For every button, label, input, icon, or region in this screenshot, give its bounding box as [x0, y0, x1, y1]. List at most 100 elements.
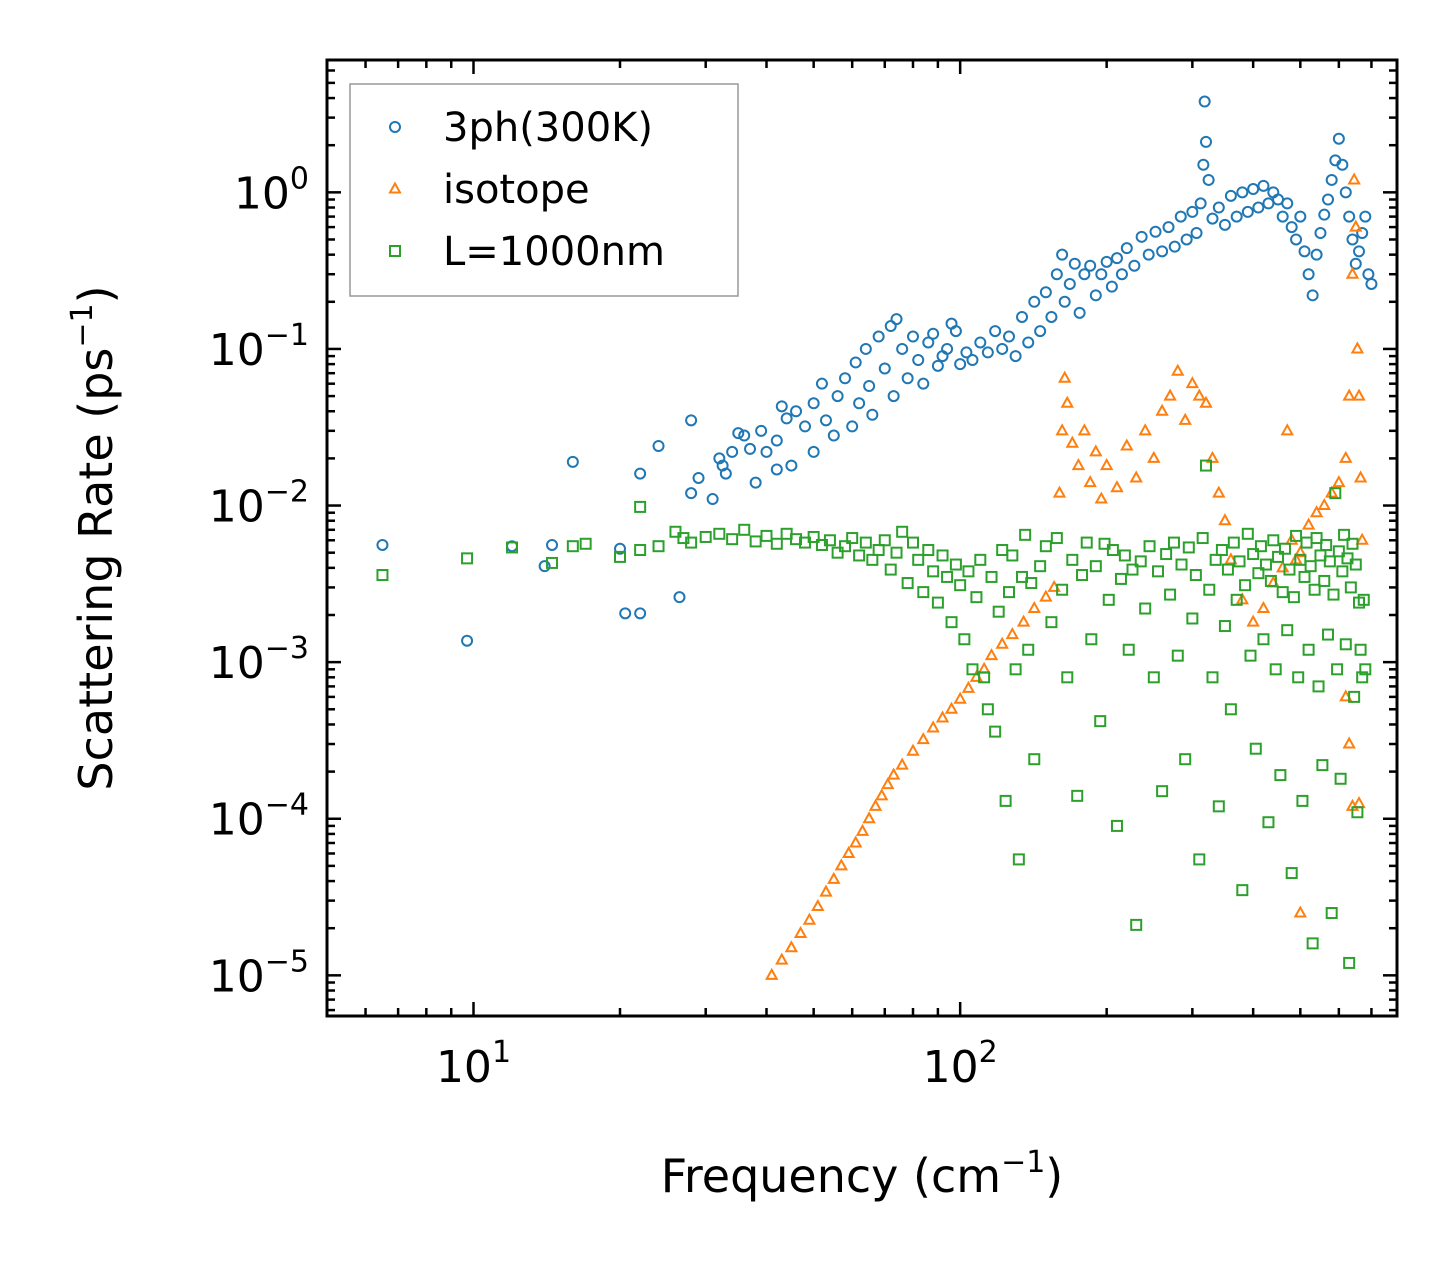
series-2-point — [1118, 549, 1131, 562]
series-2-point — [669, 525, 682, 538]
series-2-point — [936, 549, 949, 562]
series-0-point — [1356, 227, 1369, 240]
series-2-point — [1351, 806, 1364, 819]
series-0-point — [738, 429, 751, 442]
series-1-point — [1178, 412, 1192, 425]
series-1-point — [819, 884, 833, 897]
series-2-point — [1274, 769, 1287, 782]
series-1-point — [841, 845, 856, 858]
series-2-point — [770, 537, 783, 550]
legend-triangle-marker — [388, 181, 402, 194]
series-2-point — [1212, 800, 1225, 813]
series-2-point — [1233, 555, 1246, 568]
series-0-point — [853, 397, 866, 410]
series-2-point — [685, 536, 698, 549]
series-2-point — [1147, 671, 1160, 684]
series-2-point — [1292, 671, 1305, 684]
series-0-point — [1290, 233, 1303, 246]
series-2-point — [1341, 552, 1354, 565]
series-2-point — [1259, 558, 1272, 571]
series-2-point — [1206, 671, 1219, 684]
series-0-point — [849, 356, 862, 369]
series-0-point — [1247, 183, 1260, 196]
series-1-point — [765, 967, 779, 980]
axes-frame — [325, 58, 1399, 1018]
series-0-point — [770, 463, 783, 476]
series-0-point — [1009, 350, 1022, 363]
series-0-point — [1314, 227, 1327, 240]
series-2-point — [713, 527, 726, 540]
series-2-point — [1334, 772, 1347, 785]
legend-square-marker — [389, 245, 401, 257]
plot-area — [376, 95, 1378, 980]
series-2-point — [1316, 759, 1329, 772]
series-2-point — [1290, 529, 1303, 542]
series-2-point — [1076, 569, 1089, 582]
series-1-point — [868, 798, 883, 811]
series-2-point — [1160, 548, 1173, 561]
series-2-point — [1269, 663, 1282, 676]
series-2-point — [579, 537, 592, 550]
series-0-point — [1190, 227, 1203, 240]
series-0-point — [1353, 245, 1365, 258]
series-0-point — [1257, 179, 1270, 192]
series-0-point — [1120, 242, 1133, 255]
series-2-point — [790, 533, 803, 546]
series-0-point — [931, 359, 944, 372]
series-1-point — [811, 898, 825, 912]
series-2-point — [546, 556, 559, 569]
series-0-point — [1218, 218, 1231, 231]
series-2-point — [1164, 588, 1177, 601]
series-2-point — [1249, 742, 1262, 755]
series-0-point — [461, 634, 474, 647]
series-2-point — [981, 703, 994, 716]
series-0-point — [1224, 189, 1237, 202]
series-2-point — [839, 540, 852, 553]
series-2-point — [1239, 579, 1252, 592]
series-0-point — [760, 445, 773, 458]
series-1-point — [1342, 388, 1356, 401]
series-2-point — [974, 553, 987, 566]
series-0-point — [1084, 259, 1097, 272]
series-2-point — [966, 663, 979, 676]
series-0-point — [949, 325, 962, 338]
series-2-point — [1346, 537, 1359, 550]
series-1-point — [1293, 545, 1308, 558]
series-1-point — [1352, 796, 1366, 809]
series-0-point — [1034, 325, 1047, 338]
series-2-point — [1196, 532, 1209, 545]
series-0-point — [685, 487, 698, 500]
series-0-point — [673, 591, 686, 604]
series-2-point — [846, 532, 859, 545]
series-2-point — [1356, 671, 1369, 684]
series-0-point — [652, 440, 665, 453]
series-0-point — [906, 330, 919, 343]
series-0-point — [1349, 257, 1362, 270]
series-2-point — [1264, 574, 1277, 587]
series-1-point — [1350, 341, 1365, 354]
series-0-point — [1149, 225, 1162, 238]
series-0-point — [732, 427, 745, 440]
series-1-point — [944, 701, 959, 714]
series-2-point — [1230, 593, 1243, 606]
series-1-point — [1280, 423, 1294, 436]
y-tick-label: 10−1 — [209, 318, 309, 376]
series-1-point — [1110, 480, 1124, 493]
series-0-point — [1302, 268, 1315, 281]
series-2-point — [506, 541, 519, 554]
y-tick-label: 100 — [234, 161, 309, 219]
series-0-point — [1306, 289, 1319, 302]
series-0-point — [1045, 310, 1058, 323]
series-0-point — [941, 342, 954, 355]
series-1-point — [1192, 388, 1206, 401]
series-0-point — [1325, 173, 1338, 186]
series-2-point — [985, 570, 998, 583]
series-2-point — [1114, 572, 1127, 585]
series-2-point — [1254, 540, 1267, 553]
series-2-point — [1110, 819, 1123, 832]
series-0-point — [1339, 186, 1352, 199]
series-2-point — [1262, 816, 1275, 829]
series-2-point — [1186, 612, 1199, 625]
series-2-point — [1348, 690, 1361, 703]
